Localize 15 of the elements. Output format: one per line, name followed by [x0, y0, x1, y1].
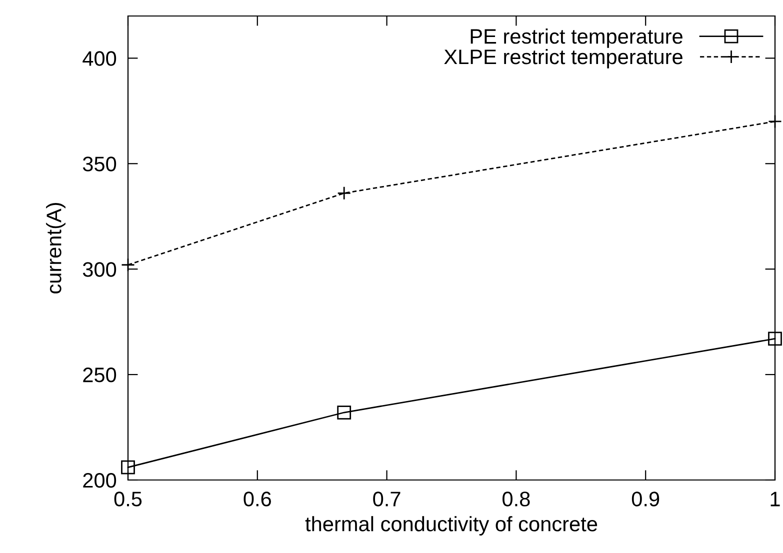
legend-label: PE restrict temperature — [470, 28, 682, 48]
x-tick-label: 1 — [770, 492, 780, 506]
y-tick-label: 400 — [82, 51, 116, 66]
x-tick-label: 0.7 — [373, 492, 400, 506]
y-tick-label: 300 — [82, 262, 116, 277]
y-axis-title: current(A) — [46, 202, 66, 294]
y-tick-label: 350 — [82, 156, 116, 172]
x-tick-label: 0.8 — [502, 492, 530, 506]
legend-label: XLPE restrict temperature — [444, 48, 682, 68]
x-axis-title: thermal conductivity of concrete — [305, 516, 598, 536]
y-tick-label: 200 — [83, 473, 116, 488]
x-tick-label: 0.6 — [244, 492, 271, 506]
x-tick-label: 0.5 — [114, 492, 142, 506]
y-tick-label: 250 — [83, 368, 116, 382]
x-tick-label: 0.9 — [632, 492, 660, 506]
